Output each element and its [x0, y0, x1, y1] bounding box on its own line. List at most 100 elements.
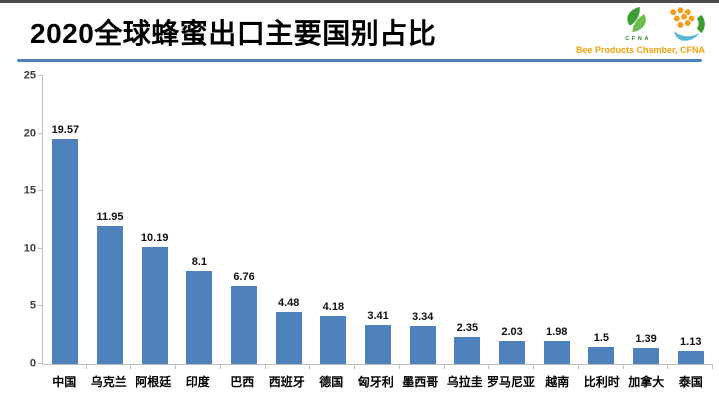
honeycomb-cells	[669, 6, 696, 29]
x-axis-tick	[400, 365, 445, 369]
x-axis-tick	[42, 365, 87, 369]
x-ticks-row	[42, 365, 714, 369]
x-axis-tick	[624, 365, 669, 369]
x-axis-category-label: 越南	[545, 375, 570, 389]
bar-value-label: 2.03	[501, 325, 523, 338]
y-axis-tick-label: 25	[23, 69, 36, 82]
bar-group: 11.95	[88, 76, 133, 364]
bar-value-label: 19.57	[51, 123, 80, 136]
bar-group: 1.98	[534, 76, 579, 364]
bar-value-label: 3.34	[412, 310, 434, 323]
bar-group: 19.57	[43, 76, 88, 364]
x-axis-tick	[176, 365, 221, 369]
x-axis-category-label: 泰国	[678, 375, 703, 389]
bar-group: 6.76	[222, 76, 267, 364]
x-axis-category-label: 罗马尼亚	[487, 375, 536, 389]
y-axis-tick-mark	[38, 75, 43, 76]
logo-block: CFNA Bee Products Chamber, CFNA	[575, 5, 705, 55]
bar	[543, 341, 570, 364]
top-strip	[0, 0, 719, 3]
y-axis-tick-label: 10	[23, 242, 36, 255]
bar	[231, 286, 258, 364]
x-axis-category-label: 乌拉圭	[446, 375, 483, 389]
bar	[499, 340, 526, 364]
x-axis-tick	[579, 365, 624, 369]
x-axis-tick	[445, 365, 490, 369]
bar	[275, 312, 302, 364]
cfna-leaf-logo-icon: CFNA	[625, 6, 651, 42]
y-axis-tick-mark	[38, 305, 43, 307]
x-axis-tick	[131, 365, 177, 369]
honeycomb-globe-logo-icon	[669, 6, 705, 41]
x-axis-category-label: 比利时	[583, 375, 620, 389]
bar-value-label: 4.48	[277, 297, 300, 310]
bar-value-label: 10.19	[140, 231, 169, 244]
y-axis-tick-mark	[38, 363, 43, 364]
x-axis-category-label: 阿根廷	[135, 375, 172, 389]
x-axis-tick	[668, 365, 714, 369]
bar-value-label: 4.18	[322, 300, 345, 313]
x-axis-tick	[355, 365, 400, 369]
x-axis-tick	[266, 365, 311, 369]
bar-group: 4.48	[266, 76, 311, 364]
x-axis-category-label: 巴西	[230, 375, 255, 389]
bar	[52, 138, 79, 364]
y-axis-tick-mark	[38, 190, 43, 192]
bar	[186, 270, 213, 364]
bar-value-label: 8.1	[191, 255, 207, 268]
x-axis-tick	[221, 365, 266, 369]
bar-group: 1.39	[624, 76, 669, 364]
bars-row: 19.57 11.95 10.19 8.1 6.76 4.48 4.18 3.41 3.34 2.…	[43, 76, 713, 364]
x-axis-category-label: 印度	[185, 375, 210, 389]
bar-group: 3.41	[356, 76, 401, 364]
cfna-logo-letters: CFNA	[625, 36, 651, 42]
y-axis-tick-label: 20	[23, 127, 36, 140]
bar	[320, 315, 347, 364]
bar-group: 2.03	[490, 76, 535, 364]
x-axis-category-label: 墨西哥	[402, 375, 439, 389]
bar-value-label: 1.5	[593, 331, 610, 344]
y-axis-tick-label: 5	[29, 299, 36, 312]
x-axis-tick	[489, 365, 535, 369]
x-axis-tick	[310, 365, 356, 369]
bar-group: 3.34	[400, 76, 445, 364]
bar-value-label: 11.95	[96, 211, 124, 224]
x-axis-tick	[534, 365, 579, 369]
bar-group: 10.19	[132, 76, 177, 364]
bar-group: 8.1	[177, 76, 222, 364]
bar-value-label: 2.35	[456, 321, 479, 334]
x-axis-category-label: 乌克兰	[90, 375, 127, 389]
bar-value-label: 1.98	[546, 326, 568, 339]
plot-area: 19.57 11.95 10.19 8.1 6.76 4.48 4.18 3.41 3.34 2.…	[24, 70, 713, 369]
y-axis-tick-label: 0	[29, 357, 36, 370]
x-labels-row: 中国 乌克兰 阿根廷 印度 巴西 西班牙 德国 匈牙利 墨西哥 乌拉圭 罗马尼亚 越南 比利时 加拿大 泰国	[42, 369, 713, 390]
x-axis-tick	[87, 365, 132, 369]
y-axis-tick-label: 15	[23, 184, 36, 197]
x-axis-category-label: 中国	[52, 375, 77, 389]
bar-chart: 19.57 11.95 10.19 8.1 6.76 4.48 4.18 3.41 3.34 2.…	[6, 70, 714, 390]
bar	[365, 324, 392, 364]
header-rule	[17, 59, 702, 62]
bar-group: 4.18	[311, 76, 356, 364]
x-axis-category-label: 西班牙	[268, 375, 305, 389]
bar	[454, 336, 481, 364]
page-title: 2020全球蜂蜜出口主要国别占比	[30, 18, 437, 49]
bar	[677, 350, 704, 364]
bar	[141, 246, 168, 364]
bar-value-label: 1.39	[635, 333, 657, 345]
bar	[97, 226, 123, 364]
bar-value-label: 3.41	[367, 309, 389, 322]
bar-group: 2.35	[445, 76, 490, 364]
x-axis-category-label: 加拿大	[628, 375, 665, 389]
bar	[588, 346, 615, 364]
bar-value-label: 1.13	[680, 335, 702, 348]
bar	[409, 325, 436, 364]
x-axis-category-label: 德国	[319, 375, 344, 389]
bar-group: 1.13	[668, 76, 713, 364]
y-axis-tick-mark	[38, 247, 43, 249]
bar-value-label: 6.76	[233, 271, 255, 284]
logo-row: CFNA	[575, 5, 705, 43]
y-axis-tick-mark	[38, 132, 43, 134]
bar	[633, 348, 660, 364]
x-axis-category-label: 匈牙利	[357, 375, 394, 389]
